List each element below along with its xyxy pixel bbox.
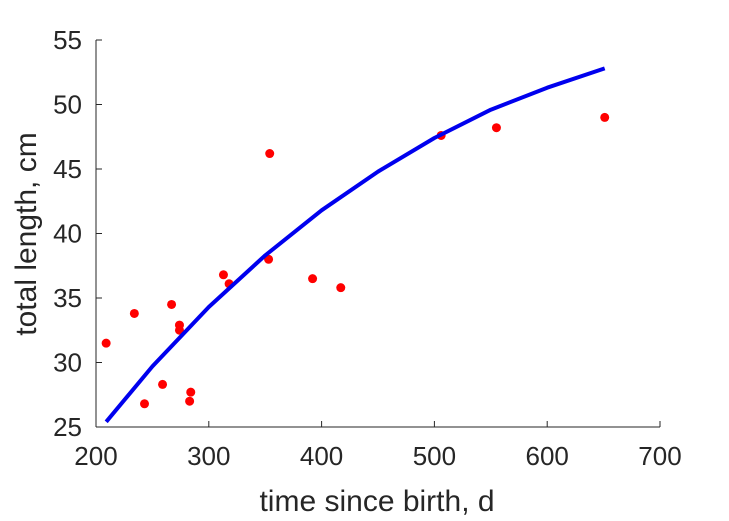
y-axis-label: total length, cm [10, 132, 43, 335]
series-layer [101, 66, 610, 424]
y-tick-label: 35 [53, 283, 82, 313]
y-tick-label: 25 [53, 412, 82, 442]
x-tick-label: 500 [413, 441, 456, 471]
data-point [158, 379, 168, 389]
y-tick-label: 55 [53, 25, 82, 55]
x-tick-label: 600 [526, 441, 569, 471]
data-point [186, 387, 196, 397]
data-point [101, 338, 111, 348]
y-tick-label: 50 [53, 90, 82, 120]
data-point [129, 308, 139, 318]
y-tick-label: 45 [53, 154, 82, 184]
data-point [167, 299, 177, 309]
data-point [140, 399, 150, 409]
x-tick-label: 400 [300, 441, 343, 471]
y-tick-label: 40 [53, 219, 82, 249]
data-point [185, 396, 195, 406]
x-tick-label: 700 [638, 441, 681, 471]
x-axis-label: time since birth, d [259, 485, 494, 518]
x-ticks: 200 300 400 500 600 700 [74, 421, 682, 471]
y-tick-label: 30 [53, 348, 82, 378]
data-point [308, 274, 318, 284]
data-point [218, 270, 228, 280]
y-ticks: 25 30 35 40 45 50 55 [53, 25, 102, 442]
data-point [600, 112, 610, 122]
data-point [174, 325, 184, 335]
x-tick-label: 200 [74, 441, 117, 471]
plot-area: 200 300 400 500 600 700 25 30 35 40 45 50 55 [53, 25, 682, 471]
data-point [491, 123, 501, 133]
fit-curve [104, 66, 606, 424]
data-point [265, 149, 275, 159]
x-tick-label: 300 [187, 441, 230, 471]
data-point [336, 283, 346, 293]
